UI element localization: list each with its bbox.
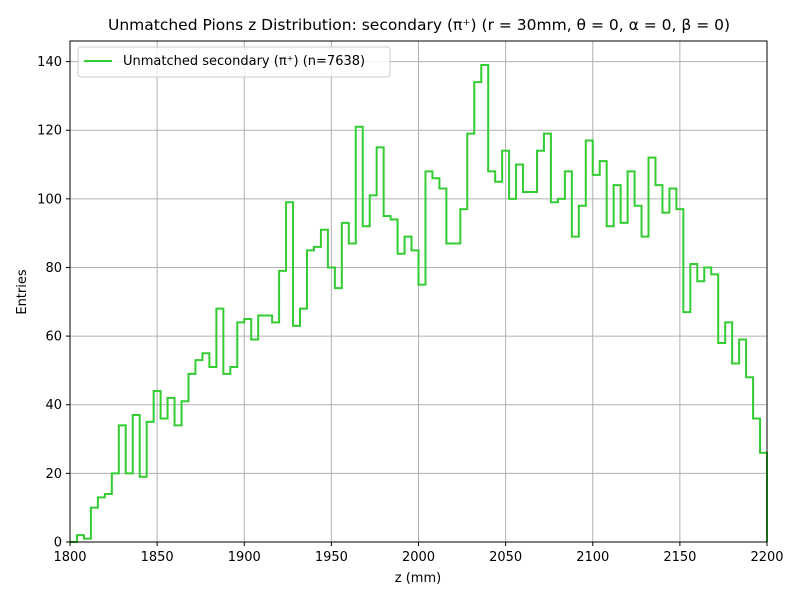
x-tick-label: 2150 (663, 550, 696, 565)
y-tick-label: 120 (37, 124, 62, 139)
x-tick-label: 1900 (228, 550, 261, 565)
legend: Unmatched secondary (π⁺) (n=7638) (77, 46, 391, 78)
x-tick-label: 1850 (141, 550, 174, 565)
y-axis-label: Entries (15, 269, 30, 315)
grid-lines (69, 41, 768, 543)
y-tick-label: 0 (54, 536, 62, 551)
x-tick-label: 2100 (576, 550, 609, 565)
x-tick-label: 2200 (750, 550, 783, 565)
y-tick-label: 60 (45, 330, 62, 345)
legend-label: Unmatched secondary (π⁺) (n=7638) (123, 54, 365, 69)
y-tick-label: 80 (45, 261, 62, 276)
y-tick-label: 40 (45, 398, 62, 413)
y-tick-label: 20 (45, 467, 62, 482)
x-tick-label: 1800 (53, 550, 86, 565)
x-axis-label: z (mm) (395, 571, 441, 586)
x-tick-label: 2050 (489, 550, 522, 565)
x-tick-label: 1950 (315, 550, 348, 565)
y-tick-label: 100 (37, 192, 62, 207)
x-tick-label: 2000 (402, 550, 435, 565)
legend-box (77, 46, 391, 78)
histogram-step-line (70, 64, 768, 543)
x-axis: 1800 1850 1900 1950 2000 2050 2100 2150 2200 (53, 542, 784, 565)
y-tick-label: 140 (37, 55, 62, 70)
chart-title: Unmatched Pions z Distribution: secondar… (108, 16, 730, 34)
series-layer (70, 64, 768, 543)
y-axis: 0 20 40 60 80 100 120 140 (37, 55, 70, 551)
